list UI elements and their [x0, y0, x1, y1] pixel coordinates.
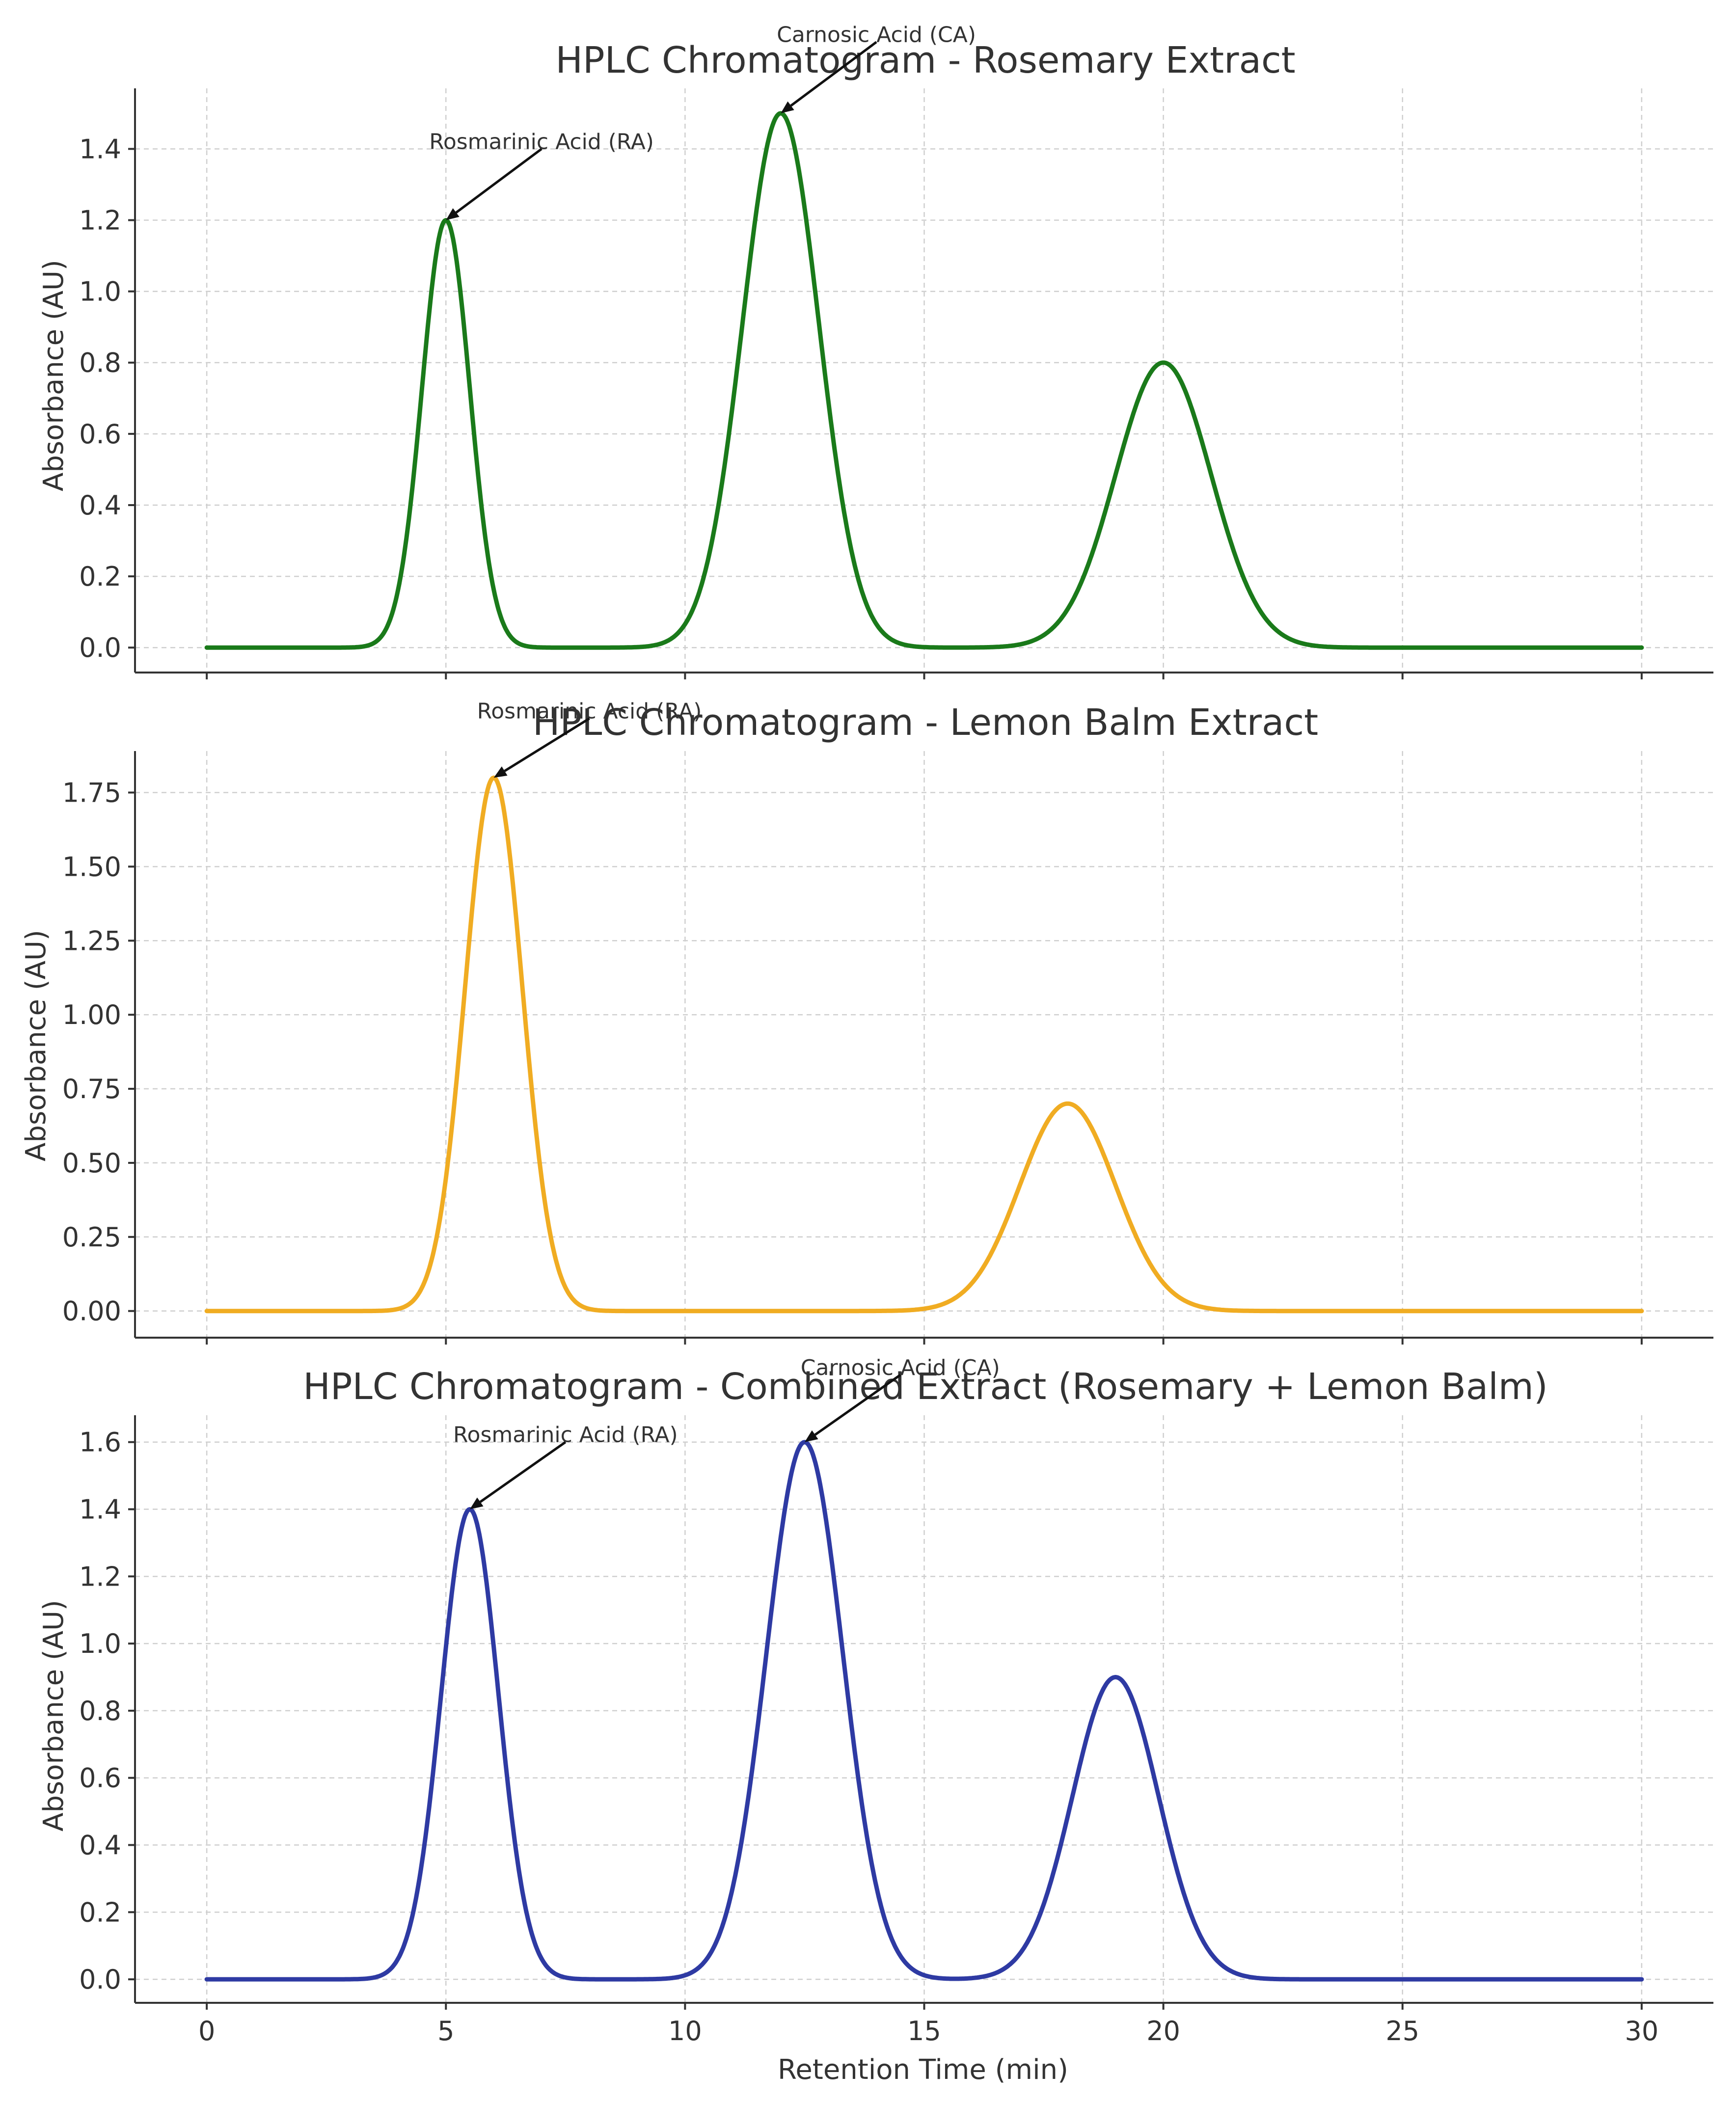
annotation-arrowhead [493, 766, 508, 778]
annotation-arrow [790, 41, 877, 107]
y-axis-label: Absorbance (AU) [38, 260, 70, 491]
annotation-arrowhead [446, 208, 460, 220]
y-tick-label: 1.4 [79, 134, 121, 164]
x-tick-label: 25 [1385, 2016, 1419, 2047]
x-tick-label: 15 [907, 2016, 941, 2047]
y-tick-label: 0.25 [62, 1222, 121, 1253]
y-tick-label: 0.4 [79, 490, 121, 521]
y-tick-label: 1.0 [79, 276, 121, 307]
x-tick-label: 30 [1625, 2016, 1659, 2047]
annotation-arrow [455, 148, 542, 214]
chart-panel-rosemary: HPLC Chromatogram - Rosemary Extract Abs… [38, 23, 1713, 679]
y-tick-label: 0.75 [62, 1074, 121, 1104]
x-tick-label: 0 [198, 2016, 215, 2047]
chart-title: HPLC Chromatogram - Rosemary Extract [555, 39, 1295, 81]
annotation-arrowhead [469, 1497, 484, 1509]
chromatogram-line [204, 1440, 1644, 1982]
y-tick-label: 1.6 [79, 1427, 121, 1458]
y-tick-label: 0.0 [79, 632, 121, 663]
chromatogram-line [204, 775, 1644, 1314]
peak-annotation-label: Rosmarinic Acid (RA) [429, 129, 654, 154]
chart-panel-combined: HPLC Chromatogram - Combined Extract (Ro… [38, 1355, 1713, 2086]
y-tick-label: 0.0 [79, 1964, 121, 1995]
y-tick-label: 1.75 [62, 777, 121, 808]
y-tick-label: 0.6 [79, 1763, 121, 1794]
annotation-arrowhead [781, 101, 794, 113]
grid [135, 88, 1713, 673]
y-axis-label: Absorbance (AU) [20, 930, 52, 1161]
annotation-arrowhead [804, 1430, 818, 1442]
chart-title: HPLC Chromatogram - Combined Extract (Ro… [303, 1366, 1548, 1408]
peak-annotation-label: Rosmarinic Acid (RA) [477, 699, 702, 724]
annotation-arrow [814, 1374, 901, 1436]
y-tick-label: 0.00 [62, 1296, 121, 1327]
annotation-arrow [479, 1441, 567, 1503]
annotation-arrow [504, 717, 590, 772]
y-tick-label: 1.0 [79, 1628, 121, 1659]
y-tick-label: 1.00 [62, 999, 121, 1030]
y-tick-label: 1.2 [79, 205, 121, 236]
y-tick-label: 0.8 [79, 348, 121, 378]
y-tick-label: 0.2 [79, 1897, 121, 1928]
y-tick-label: 1.50 [62, 851, 121, 882]
peak-annotation-label: Carnosic Acid (CA) [777, 23, 976, 48]
y-tick-label: 0.50 [62, 1148, 121, 1179]
y-tick-label: 0.2 [79, 561, 121, 592]
y-tick-label: 0.8 [79, 1696, 121, 1726]
y-tick-label: 0.4 [79, 1830, 121, 1861]
x-tick-label: 20 [1146, 2016, 1180, 2047]
chart-title: HPLC Chromatogram - Lemon Balm Extract [533, 701, 1318, 744]
y-tick-label: 1.25 [62, 925, 121, 956]
peak-annotation-label: Carnosic Acid (CA) [801, 1355, 1000, 1380]
y-tick-label: 1.2 [79, 1561, 121, 1592]
y-tick-label: 0.6 [79, 419, 121, 450]
grid [135, 1415, 1713, 2003]
grid [135, 751, 1713, 1338]
x-tick-label: 10 [668, 2016, 702, 2047]
peak-annotation-label: Rosmarinic Acid (RA) [453, 1423, 678, 1448]
y-tick-label: 1.4 [79, 1494, 121, 1525]
chart-panel-lemon-balm: HPLC Chromatogram - Lemon Balm Extract A… [20, 699, 1713, 1345]
x-tick-label: 5 [437, 2016, 454, 2047]
y-axis-label: Absorbance (AU) [38, 1600, 70, 1832]
chromatogram-line [204, 111, 1644, 650]
x-axis-label: Retention Time (min) [778, 2054, 1068, 2086]
